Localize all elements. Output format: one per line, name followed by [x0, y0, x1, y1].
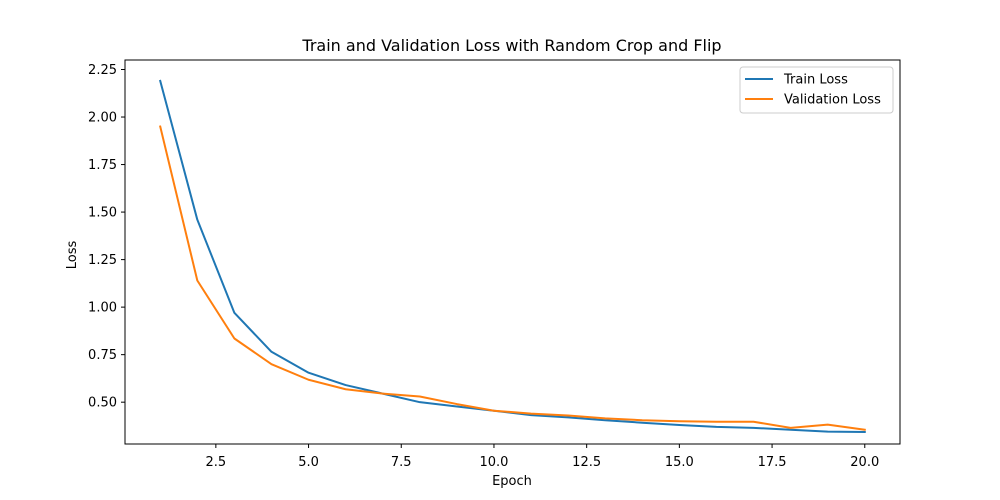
x-tick-label: 2.5	[206, 455, 227, 470]
train-loss-line	[159, 79, 866, 434]
y-tick-label: 1.50	[88, 206, 117, 221]
y-tick-label: 2.00	[88, 111, 117, 126]
chart-title: Train and Validation Loss with Random Cr…	[301, 36, 721, 55]
x-axis-ticks: 2.5 5.0 7.5 10.0 12.5 15.0 17.5 20.0	[206, 444, 879, 470]
y-tick-label: 1.25	[88, 253, 117, 268]
legend: Train Loss Validation Loss	[739, 66, 894, 114]
legend-box	[739, 66, 894, 114]
plot-frame	[124, 59, 901, 445]
x-tick-label: 5.0	[298, 455, 319, 470]
y-tick-label: 1.00	[88, 301, 117, 316]
x-tick-label: 10.0	[479, 455, 508, 470]
y-tick-label: 0.50	[88, 396, 117, 411]
x-tick-label: 17.5	[758, 455, 787, 470]
legend-label-train: Train Loss	[783, 73, 848, 88]
series-lines	[159, 79, 866, 434]
plot-area: 2.5 5.0 7.5 10.0 12.5 15.0 17.5 20.0 0.50 0.75 1.…	[88, 59, 901, 470]
y-axis-ticks: 0.50 0.75 1.00 1.25 1.50 1.75 2.00 2.25	[88, 63, 125, 411]
y-tick-label: 1.75	[88, 158, 117, 173]
x-tick-label: 12.5	[572, 455, 601, 470]
x-tick-label: 7.5	[391, 455, 412, 470]
y-tick-label: 2.25	[88, 63, 117, 78]
y-axis-label: Loss	[65, 241, 80, 270]
x-tick-label: 20.0	[850, 455, 879, 470]
y-tick-label: 0.75	[88, 348, 117, 363]
validation-loss-line	[159, 125, 866, 431]
x-tick-label: 15.0	[665, 455, 694, 470]
x-axis-label: Epoch	[492, 474, 532, 489]
legend-label-validation: Validation Loss	[784, 93, 881, 108]
